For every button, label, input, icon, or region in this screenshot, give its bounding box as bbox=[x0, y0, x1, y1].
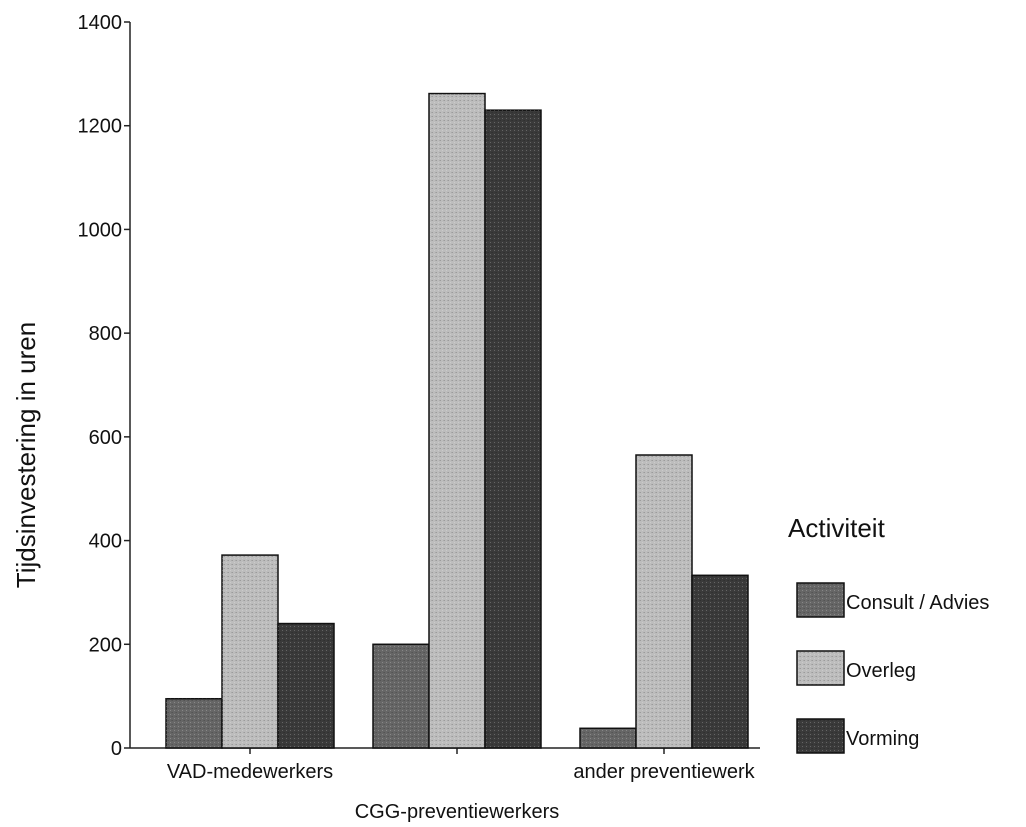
y-tick-label: 200 bbox=[89, 634, 122, 656]
bars bbox=[165, 92, 749, 749]
y-tick-label: 400 bbox=[89, 531, 122, 553]
bar-texture bbox=[636, 455, 692, 748]
legend-label: Consult / Advies bbox=[846, 592, 989, 614]
y-tick-label: 0 bbox=[111, 738, 122, 760]
legend-label: Vorming bbox=[846, 728, 919, 750]
x-tick-label: VAD-medewerkers bbox=[167, 761, 333, 783]
bar-texture bbox=[429, 93, 485, 748]
legend-swatch-texture bbox=[797, 583, 844, 617]
y-axis: 0 200 400 600 800 1000 1200 1400 bbox=[78, 12, 131, 760]
x-axis: VAD-medewerkers CGG-preventiewerkers ander… bbox=[130, 747, 760, 823]
bar-texture bbox=[222, 555, 278, 748]
y-axis-title: Tijdsinvestering in uren bbox=[11, 322, 41, 588]
x-tick-label: ander preventiewerk bbox=[573, 761, 755, 783]
bar-texture bbox=[166, 698, 222, 748]
legend-label: Overleg bbox=[846, 660, 916, 682]
legend-title: Activiteit bbox=[788, 513, 886, 543]
legend-swatch-texture bbox=[797, 719, 844, 753]
y-tick-label: 1200 bbox=[78, 116, 123, 138]
legend: Activiteit Consult / Advies Overleg Vorming bbox=[788, 513, 989, 754]
y-tick-label: 800 bbox=[89, 323, 122, 345]
y-tick-label: 1400 bbox=[78, 12, 123, 34]
bar-texture bbox=[485, 110, 541, 748]
bar-texture bbox=[580, 728, 636, 748]
bar-texture bbox=[278, 623, 334, 748]
bar-texture bbox=[692, 575, 748, 748]
bar-texture bbox=[373, 644, 429, 748]
legend-swatch-texture bbox=[797, 651, 844, 685]
y-tick-label: 1000 bbox=[78, 219, 123, 241]
x-tick-label: CGG-preventiewerkers bbox=[355, 801, 560, 823]
y-tick-label: 600 bbox=[89, 427, 122, 449]
